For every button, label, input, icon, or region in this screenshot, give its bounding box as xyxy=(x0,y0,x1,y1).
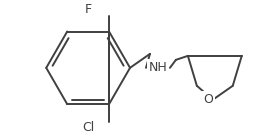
Text: O: O xyxy=(203,93,213,106)
Text: F: F xyxy=(85,4,92,16)
Text: Cl: Cl xyxy=(82,121,94,134)
Text: NH: NH xyxy=(148,61,167,74)
